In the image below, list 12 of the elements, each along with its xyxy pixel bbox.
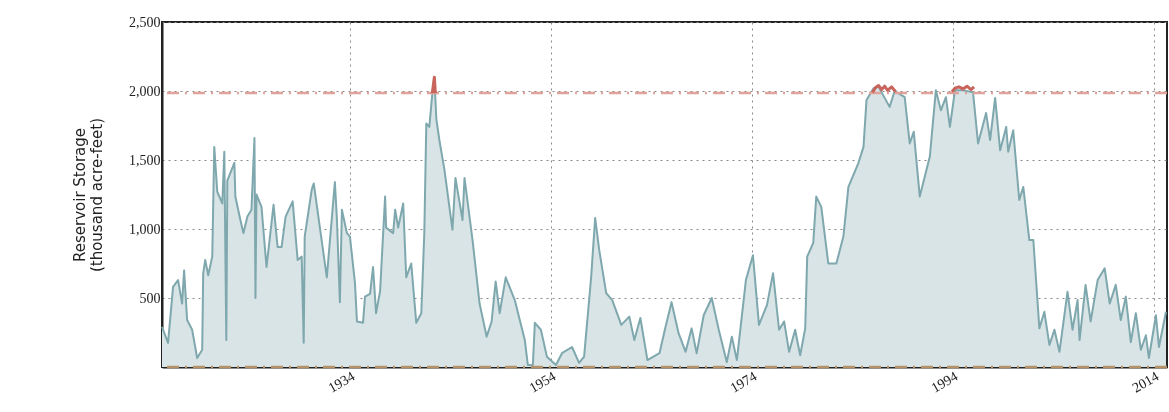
x-tick-label: 1934	[325, 368, 358, 396]
x-tick-label: 2014	[1129, 368, 1162, 396]
line-series	[871, 83, 898, 94]
y-tick-label: 1,500	[129, 152, 161, 168]
y-tick-label: 500	[139, 290, 161, 306]
x-tick-label: 1954	[526, 368, 559, 396]
y-tick-label: 1,000	[129, 221, 161, 237]
x-tick-label: 1974	[727, 368, 760, 396]
y-tick-label: 2,000	[129, 83, 161, 99]
x-tick-label: 1994	[928, 368, 961, 396]
y-axis-title: Reservoir Storage (thousand acre-feet)	[71, 117, 106, 273]
y-tick-label: 2,500	[129, 14, 161, 30]
